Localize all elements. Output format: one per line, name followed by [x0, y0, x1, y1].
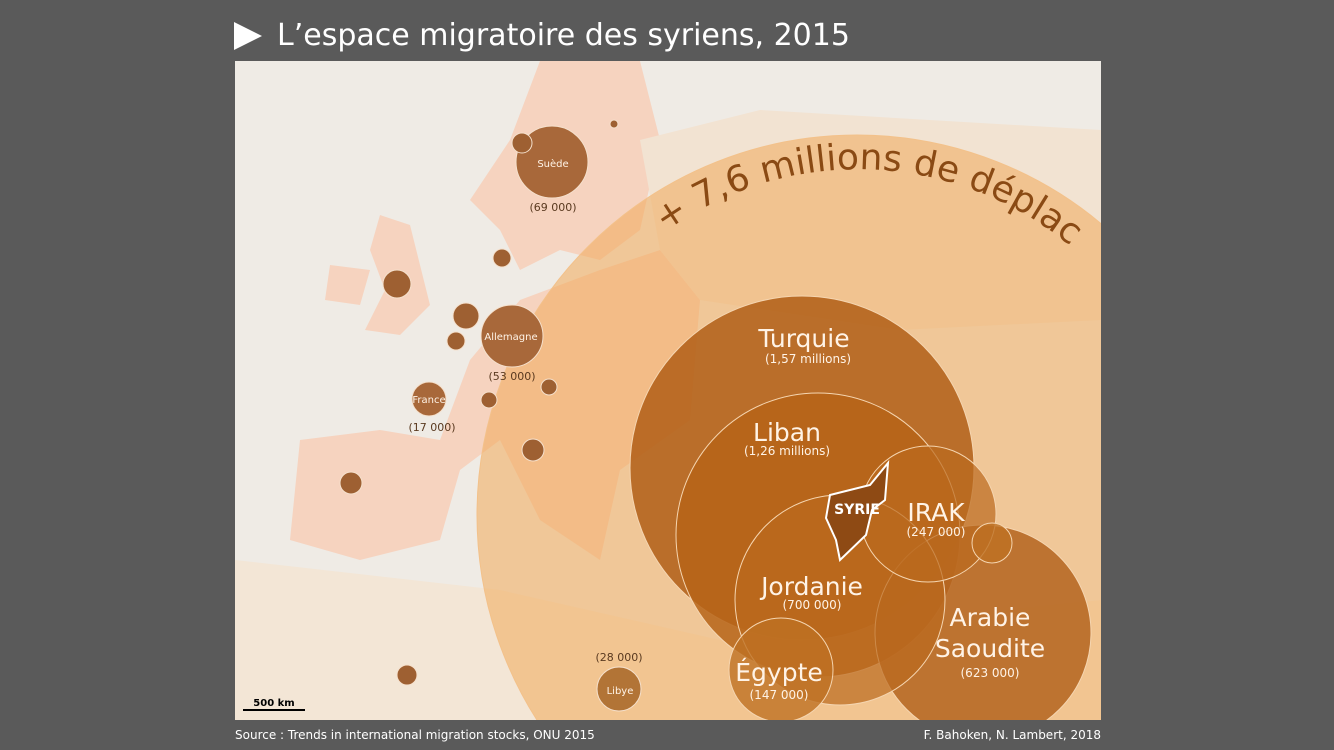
country-name: Liban — [753, 418, 821, 447]
germany-circle — [480, 304, 544, 368]
minor-circles — [339, 119, 619, 686]
country-name: Libye — [607, 686, 634, 697]
ireland — [325, 265, 370, 305]
country-name: Allemagne — [484, 332, 537, 343]
country-count: (623 000) — [961, 666, 1020, 680]
country-count: (147 000) — [750, 688, 809, 702]
libya-circle — [596, 666, 642, 712]
country-name: Égypte — [735, 658, 823, 687]
country-name: Turquie — [757, 324, 849, 353]
country-count: (69 000) — [529, 201, 576, 214]
saudi-name: Arabie Saoudite — [934, 603, 1046, 663]
credit: F. Bahoken, N. Lambert, 2018 — [924, 728, 1101, 742]
country-name: Jordanie — [759, 572, 863, 601]
title: L’espace migratoire des syriens, 2015 — [277, 18, 850, 53]
country-name: Suède — [537, 158, 568, 170]
country-name: France — [412, 395, 445, 406]
origin-label: SYRIE — [834, 502, 880, 518]
france-circle — [411, 381, 447, 417]
title-marker — [234, 22, 262, 50]
egypt-circle — [728, 617, 834, 720]
syria-shape — [824, 459, 890, 562]
small-circle — [971, 522, 1013, 564]
source: Source : Trends in international migrati… — [235, 728, 595, 742]
country-count: (17 000) — [408, 421, 455, 434]
map: + 7,6 millions de déplacés SYRIE Suède (… — [235, 61, 1101, 720]
country-count: (1,57 millions) — [765, 352, 851, 366]
scale-label: 500 km — [253, 698, 294, 709]
country-count: (700 000) — [783, 598, 842, 612]
country-count: (247 000) — [907, 525, 966, 539]
country-count: (28 000) — [595, 651, 642, 664]
country-count: (1,26 millions) — [744, 444, 830, 458]
country-name: IRAK — [907, 498, 965, 527]
country-count: (53 000) — [488, 370, 535, 383]
sweden-circle — [515, 125, 589, 199]
